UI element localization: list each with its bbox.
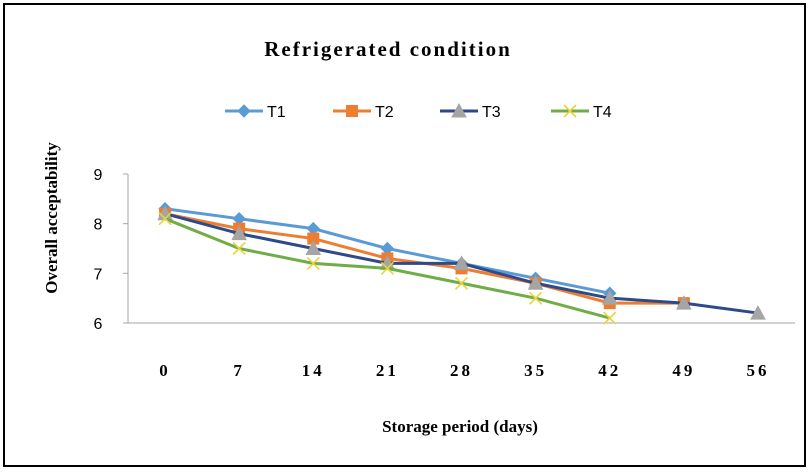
y-tick-label: 8 xyxy=(94,217,103,234)
x-tick-label: 49 xyxy=(672,361,695,380)
chart-title: Refrigerated condition xyxy=(264,37,512,61)
x-axis: 0 7 14 21 28 35 42 49 56 xyxy=(128,322,795,380)
data-point-t3 xyxy=(750,305,766,320)
data-point-t3 xyxy=(527,275,544,290)
legend-label: T3 xyxy=(482,104,501,121)
data-point-t4 xyxy=(158,212,172,226)
series-layer xyxy=(157,202,766,325)
legend-item-t2: T2 xyxy=(333,104,394,121)
x-tick-label: 0 xyxy=(159,361,171,380)
y-tick-label: 7 xyxy=(94,266,103,283)
x-tick-label: 56 xyxy=(746,361,769,380)
legend-marker xyxy=(237,104,251,118)
data-point-t3 xyxy=(601,290,618,305)
x-tick-label: 14 xyxy=(302,361,325,380)
x-tick-label: 42 xyxy=(598,361,621,380)
y-axis: 6 7 8 9 xyxy=(94,167,129,333)
x-tick-label: 35 xyxy=(524,361,547,380)
y-tick-label: 6 xyxy=(94,316,103,333)
legend-item-t4: T4 xyxy=(551,104,612,121)
legend-item-t3: T3 xyxy=(440,102,501,121)
legend-label: T2 xyxy=(375,104,394,121)
data-point-t2 xyxy=(307,232,320,245)
series-t4 xyxy=(158,212,617,325)
data-point-t3 xyxy=(453,255,470,270)
legend-item-t1: T1 xyxy=(225,104,286,121)
legend: T1 T2 T3 T4 xyxy=(225,102,612,121)
legend-label: T1 xyxy=(267,104,286,121)
data-point-t3 xyxy=(231,225,248,241)
legend-marker xyxy=(451,102,467,118)
data-point-t4 xyxy=(306,256,320,270)
legend-marker xyxy=(346,105,358,117)
data-point-t4 xyxy=(529,291,543,305)
data-point-t3 xyxy=(675,295,692,310)
data-point-t4 xyxy=(232,241,246,256)
chart-frame xyxy=(3,3,806,467)
y-axis-label: Overall acceptability xyxy=(42,142,61,294)
series-t3 xyxy=(157,205,766,320)
data-point-t4 xyxy=(603,311,617,325)
data-point-t4 xyxy=(454,276,469,290)
legend-label: T4 xyxy=(593,104,612,121)
x-tick-label: 28 xyxy=(450,361,473,380)
x-tick-label: 21 xyxy=(376,361,399,380)
y-tick-label: 9 xyxy=(94,167,103,184)
x-axis-label: Storage period (days) xyxy=(382,417,538,436)
data-point-t4 xyxy=(380,261,394,275)
legend-marker xyxy=(563,104,577,118)
data-point-t3 xyxy=(305,240,322,255)
x-tick-label: 7 xyxy=(233,361,245,380)
